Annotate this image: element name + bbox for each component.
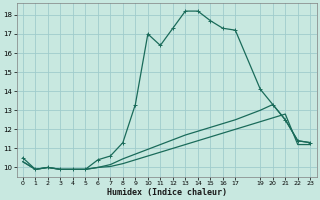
X-axis label: Humidex (Indice chaleur): Humidex (Indice chaleur) <box>107 188 227 197</box>
